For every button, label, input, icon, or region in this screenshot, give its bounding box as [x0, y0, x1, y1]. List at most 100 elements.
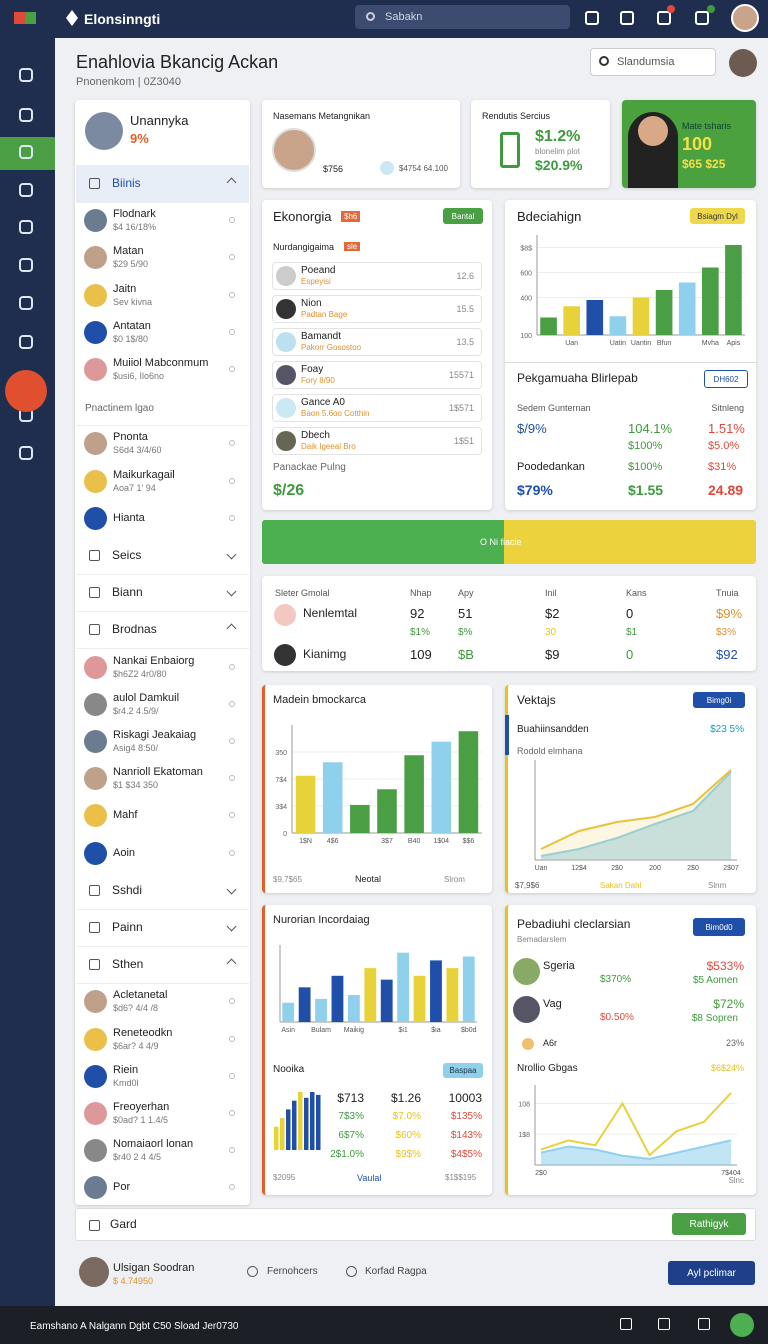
item-name: Acletanetal	[113, 989, 168, 1002]
item-name: Foay	[301, 364, 324, 375]
x-tick-label: Bulam	[311, 1027, 331, 1034]
card-detail: $4754 64.100	[399, 164, 448, 173]
item-name: Bamandt	[301, 331, 342, 342]
item-value: 15571	[448, 370, 474, 380]
item-dot	[229, 775, 235, 782]
cell: 1.51%	[708, 421, 745, 436]
search-box[interactable]	[355, 5, 570, 29]
cell: 0	[626, 647, 634, 662]
bar	[322, 762, 343, 833]
radio[interactable]	[247, 1266, 258, 1277]
button[interactable]: Ayl pclimar	[668, 1261, 755, 1285]
item-name: Por	[113, 1181, 131, 1194]
item-sub: Fory 8/90	[301, 376, 335, 385]
bar	[446, 968, 459, 1022]
person-b: $533%	[706, 959, 744, 973]
cell: 2$1.0%	[330, 1149, 364, 1160]
x-tick-label: Uan	[565, 340, 578, 347]
chart-title: Nrollio Gbgas	[517, 1063, 578, 1074]
item-name: Muiiol Mabconmum	[113, 357, 209, 369]
button[interactable]: Bim0d0	[693, 918, 745, 936]
card-title: Madein bmockarca	[273, 694, 366, 706]
bar	[298, 1092, 303, 1150]
group-title: Biinis	[112, 176, 141, 190]
rail-icon	[19, 68, 33, 82]
group-title: Sshdi	[112, 882, 143, 897]
cell: $1.55	[628, 482, 664, 498]
x-tick-label: Mvha	[702, 340, 719, 347]
item-avatar	[276, 431, 296, 451]
button[interactable]: Rathigyk	[672, 1213, 746, 1235]
item-avatar	[84, 283, 107, 307]
x-tick-label: 2$0	[535, 1170, 547, 1177]
x-tick-label: $b0d	[461, 1027, 477, 1034]
item-sub: Padtan Bage	[301, 310, 348, 319]
item-avatar	[84, 209, 107, 233]
cell: $92	[716, 647, 738, 662]
footer: Slrom	[444, 875, 465, 884]
header-search[interactable]	[590, 48, 716, 76]
y-tick-label: 108	[518, 1101, 530, 1108]
item-sub: Aoa7 1' 94	[113, 482, 156, 493]
metric-value: $23 5%	[710, 724, 744, 735]
item-sub: $1 $34 350	[113, 780, 159, 791]
button[interactable]: Bimg0i	[693, 692, 745, 708]
button[interactable]: Bantal	[443, 208, 483, 224]
bar	[347, 995, 360, 1022]
item-name: Flodnark	[113, 208, 156, 221]
sidebar	[75, 100, 250, 1205]
person-name: Vag	[543, 998, 562, 1010]
footer: Neotal	[355, 874, 382, 884]
status-icon	[658, 1318, 670, 1330]
promo-value: 100	[682, 134, 713, 154]
col-head: Nhap	[410, 588, 432, 598]
bar	[377, 789, 397, 833]
item-dot	[229, 440, 235, 447]
bar	[298, 987, 311, 1022]
item-avatar	[276, 332, 296, 352]
chart: Asin Bulam Maikig $i1 $ia $b0d	[279, 945, 477, 1034]
col-head: Sleter Gmolal	[275, 588, 330, 598]
cell: $%	[458, 627, 473, 638]
person-c: $8 Sopren	[691, 1013, 738, 1024]
footer: Slnc	[728, 1176, 744, 1185]
profile-name: Unannyka	[130, 113, 189, 128]
footer: Slnm	[708, 881, 727, 890]
item-name: Gance A0	[301, 397, 345, 408]
item-avatar	[84, 432, 107, 456]
item-dot	[229, 514, 235, 521]
button[interactable]: DH602	[704, 370, 748, 388]
item-avatar	[84, 506, 107, 530]
y-tick-label: 0	[283, 831, 287, 838]
footer-label: Gard	[110, 1217, 137, 1231]
item-name: Nion	[301, 298, 322, 309]
item-name: Jaitn	[113, 282, 137, 295]
item-value: 1$571	[448, 403, 474, 413]
y-tick-label: $8$	[520, 246, 532, 253]
bar	[462, 956, 475, 1022]
item-dot	[229, 700, 235, 707]
item-dot	[229, 1072, 235, 1079]
bar	[280, 1118, 285, 1150]
note-value: 23%	[725, 1038, 744, 1048]
button[interactable]: Baspaa	[443, 1063, 483, 1078]
cell: $100%	[628, 461, 663, 473]
bar	[540, 317, 557, 335]
y-tick-label: 3$4	[275, 804, 287, 811]
button[interactable]: Bsiagm Dyl	[690, 208, 745, 224]
rail-icon	[19, 296, 33, 310]
y-tick-label: 600	[520, 271, 532, 278]
accent	[505, 715, 509, 755]
bar	[316, 1094, 321, 1150]
y-tick-label: 400	[520, 296, 532, 303]
x-tick-label: 7$404	[721, 1170, 741, 1177]
item-avatar	[276, 365, 296, 385]
item-avatar	[84, 692, 107, 716]
badge	[667, 5, 675, 13]
group-title: Pnactinem lgao	[85, 403, 154, 415]
cell: $4$5%	[450, 1149, 482, 1160]
item-avatar	[84, 1027, 107, 1051]
cell: 109	[410, 647, 432, 662]
radio[interactable]	[346, 1266, 357, 1277]
